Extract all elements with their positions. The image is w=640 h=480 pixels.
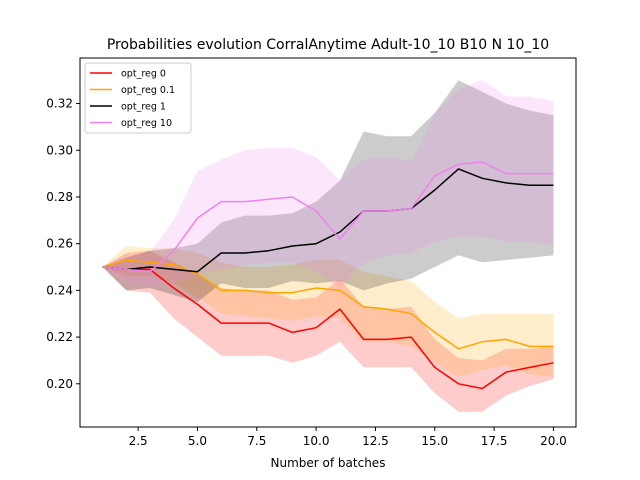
x-tick-label: 2.5 (129, 434, 148, 448)
band-series-1 (102, 246, 554, 377)
chart-title: Probabilities evolution CorralAnytime Ad… (107, 37, 549, 53)
y-tick-label: 0.26 (46, 237, 73, 251)
legend-label: opt_reg 1 (121, 102, 166, 113)
line-series-3 (102, 161, 554, 273)
x-tick-label: 17.5 (481, 434, 508, 448)
x-tick-label: 10.0 (303, 434, 330, 448)
x-tick-label: 5.0 (188, 434, 207, 448)
y-tick-label: 0.20 (46, 377, 73, 391)
band-series-3 (102, 80, 554, 288)
x-tick-label: 7.5 (247, 434, 266, 448)
x-tick-label: 20.0 (540, 434, 567, 448)
y-axis: 0.20 0.22 0.24 0.26 0.28 0.30 0.32 (46, 97, 80, 391)
line-series-1 (102, 259, 554, 350)
series-lines (102, 161, 554, 390)
line-series-0 (102, 266, 554, 390)
legend-box (84, 62, 192, 134)
legend: opt_reg 0 opt_reg 0.1 opt_reg 1 opt_reg 10 (84, 62, 192, 134)
x-axis: 2.5 5.0 7.5 10.0 12.5 15.0 17.5 20.0 (129, 427, 567, 448)
y-tick-label: 0.32 (46, 97, 73, 111)
x-tick-label: 15.0 (421, 434, 448, 448)
x-axis-label: Number of batches (271, 456, 386, 470)
legend-label: opt_reg 0 (121, 69, 166, 80)
y-tick-label: 0.28 (46, 190, 73, 204)
y-tick-label: 0.24 (46, 283, 73, 297)
legend-label: opt_reg 0.1 (121, 85, 175, 96)
y-tick-label: 0.30 (46, 143, 73, 157)
band-series-2 (102, 80, 554, 303)
x-tick-label: 12.5 (362, 434, 389, 448)
plot-frame (79, 57, 577, 428)
legend-label: opt_reg 10 (121, 118, 172, 129)
line-series-2 (102, 168, 554, 273)
y-tick-label: 0.22 (46, 330, 73, 344)
